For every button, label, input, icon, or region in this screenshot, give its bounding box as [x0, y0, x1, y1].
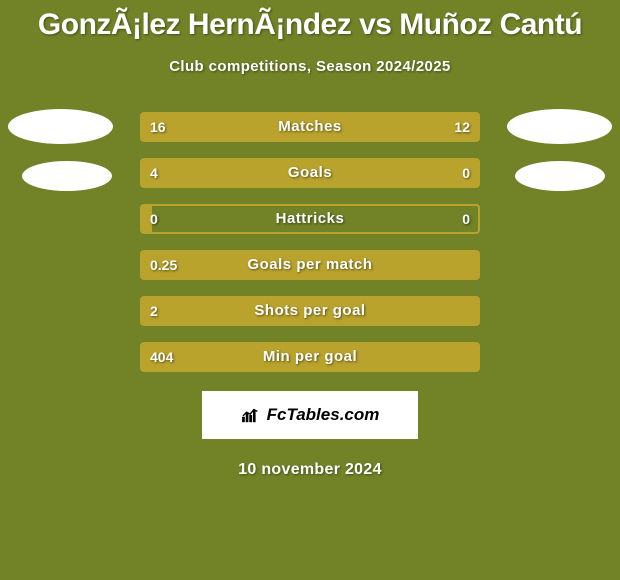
player-right-ellipse	[507, 109, 612, 144]
player-right-ellipse	[515, 161, 605, 191]
bar-track	[140, 158, 480, 188]
brand-box: FcTables.com	[202, 391, 418, 439]
stat-row: Hattricks00	[0, 197, 620, 243]
bar-track	[140, 250, 480, 280]
bar-fill-left	[142, 160, 404, 186]
player-left-ellipse	[8, 109, 113, 144]
bar-fill-left	[142, 252, 478, 278]
stats-chart: Matches1612Goals40Hattricks00Goals per m…	[0, 105, 620, 381]
page-title: GonzÃ¡lez HernÃ¡ndez vs Muñoz Cantú	[0, 0, 620, 42]
bar-track	[140, 112, 480, 142]
bar-track	[140, 342, 480, 372]
stat-row: Shots per goal2	[0, 289, 620, 335]
brand-label: FcTables.com	[241, 405, 380, 425]
bar-track	[140, 204, 480, 234]
stat-row: Goals per match0.25	[0, 243, 620, 289]
comparison-infographic: GonzÃ¡lez HernÃ¡ndez vs Muñoz Cantú Club…	[0, 0, 620, 580]
chart-icon	[241, 406, 263, 424]
date-label: 10 november 2024	[0, 461, 620, 479]
brand-text: FcTables.com	[267, 405, 380, 425]
bar-fill-right	[334, 114, 478, 140]
bar-fill-left	[142, 298, 478, 324]
bar-fill-left	[142, 114, 334, 140]
bar-fill-left	[142, 206, 152, 232]
bar-track	[140, 296, 480, 326]
player-left-ellipse	[22, 161, 112, 191]
bar-fill-left	[142, 344, 478, 370]
stat-row: Min per goal404	[0, 335, 620, 381]
bar-fill-right	[404, 160, 478, 186]
subtitle: Club competitions, Season 2024/2025	[0, 58, 620, 75]
